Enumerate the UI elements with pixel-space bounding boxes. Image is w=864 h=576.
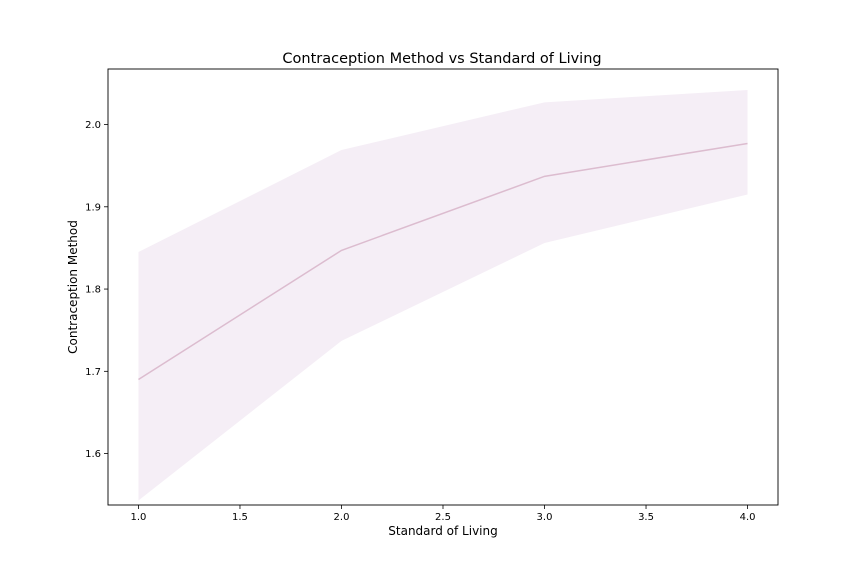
y-tick-label: 2.0 <box>85 120 101 131</box>
x-tick-label: 1.5 <box>232 512 248 523</box>
confidence-band <box>138 89 748 501</box>
y-tick-label: 1.9 <box>85 202 101 213</box>
x-tick-label: 3.5 <box>638 512 654 523</box>
y-axis-label: Contraception Method <box>66 220 80 354</box>
series-line <box>138 142 748 381</box>
plot-area <box>138 89 748 501</box>
x-tick-label: 2.0 <box>334 512 350 523</box>
chart-title: Contraception Method vs Standard of Livi… <box>282 51 601 67</box>
y-axis: 1.6 1.7 1.8 1.9 2.0 <box>85 120 108 460</box>
y-tick-label: 1.7 <box>85 367 101 378</box>
x-tick-label: 2.5 <box>435 512 451 523</box>
x-tick-label: 4.0 <box>740 512 756 523</box>
x-axis-label: Standard of Living <box>388 524 497 538</box>
y-tick-label: 1.6 <box>85 449 101 460</box>
x-tick-label: 1.0 <box>131 512 147 523</box>
x-axis: 1.0 1.5 2.0 2.5 3.0 3.5 4.0 <box>131 505 756 523</box>
y-tick-label: 1.8 <box>85 285 101 296</box>
x-tick-label: 3.0 <box>537 512 553 523</box>
